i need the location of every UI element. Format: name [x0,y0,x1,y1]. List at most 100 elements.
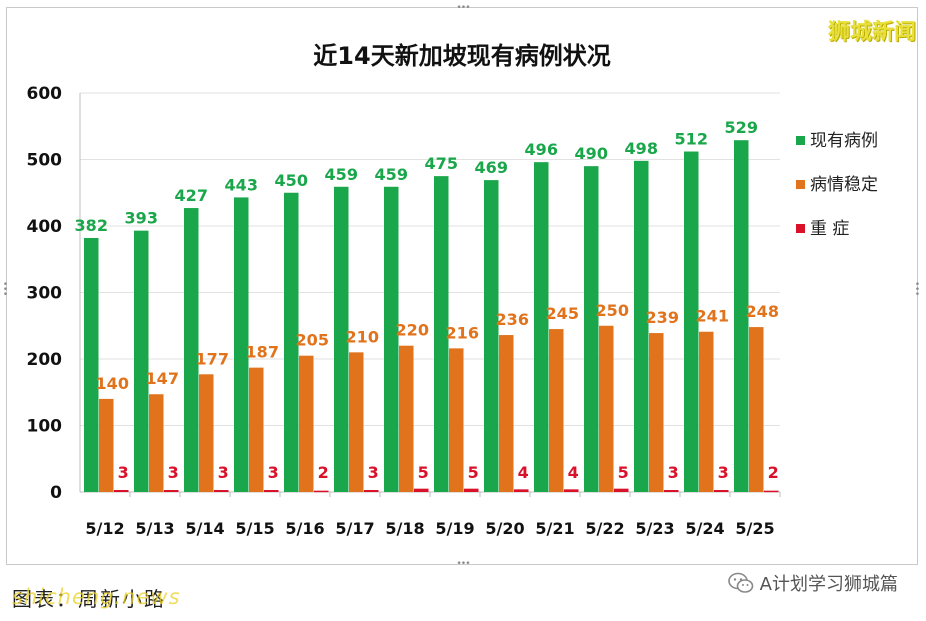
data-label: 3 [718,463,729,482]
bar [249,367,264,492]
data-label: 2 [768,463,779,482]
data-label: 498 [625,139,658,158]
bar [199,374,214,492]
x-tick-label: 5/13 [135,519,174,538]
bar [549,329,564,492]
x-tick-label: 5/19 [435,519,474,538]
data-label: 3 [218,463,229,482]
data-label: 239 [646,308,679,327]
data-label: 382 [75,216,108,235]
resize-handle-left[interactable]: • • • [2,280,8,300]
x-tick-label: 5/24 [685,519,724,538]
data-label: 490 [575,144,608,163]
bar [114,490,129,492]
data-label: 140 [96,374,129,393]
brand-logo-text: 狮城新闻 [827,19,916,45]
x-tick-label: 5/23 [635,519,674,538]
legend-swatch [796,136,805,145]
data-label: 469 [475,158,508,177]
resize-handle-right[interactable]: • • • [914,280,920,300]
bar [564,489,579,492]
resize-handle-top[interactable]: ••• [456,3,470,13]
bar [464,488,479,492]
x-tick-label: 5/20 [485,519,524,538]
data-label: 3 [268,463,279,482]
resize-handle-bottom[interactable]: ••• [456,559,470,569]
data-label: 3 [168,463,179,482]
bar [184,208,199,493]
bar [434,176,449,492]
axes: 0 100 200 300 400 500 600 5/12 5/13 5/14 5/15 5/16 5… [27,84,781,538]
data-label: 2 [318,463,329,482]
x-tick-label: 5/22 [585,519,624,538]
bar [764,490,779,493]
data-label: 529 [725,118,758,137]
bar [749,327,764,492]
legend-label: 现有病例 [810,131,878,151]
data-label: 512 [675,130,708,149]
bar [699,331,714,492]
data-label: 3 [368,463,379,482]
data-label: 220 [396,321,429,340]
bar [314,490,329,493]
bar [414,488,429,492]
watermark: shicheng.news [12,585,181,609]
data-label: 5 [418,463,429,482]
bar [264,490,279,492]
data-label: 459 [325,165,358,184]
x-tick-label: 5/17 [335,519,374,538]
data-label: 3 [668,463,679,482]
bar [299,355,314,492]
data-label: 248 [746,302,779,321]
bar [534,162,549,492]
bars [84,140,779,493]
bar [364,490,379,492]
data-label: 147 [146,369,179,388]
bar [514,489,529,492]
x-tick-label: 5/14 [185,519,224,538]
bar [99,398,114,492]
y-tick-label: 200 [27,350,63,370]
legend-label: 病情稳定 [810,175,878,195]
x-tick-label: 5/25 [735,519,774,538]
y-tick-label: 300 [27,284,63,304]
chart-title: 近14天新加坡现有病例状况 [313,42,610,70]
data-label: 250 [596,301,629,320]
legend-swatch [796,224,805,233]
y-tick-label: 500 [27,151,63,171]
x-tick-label: 5/12 [85,519,124,538]
data-label: 236 [496,310,529,329]
data-label: 187 [246,343,279,362]
wechat-account[interactable]: A计划学习狮城篇 [727,570,898,596]
bar [484,180,499,493]
y-tick-label: 400 [27,217,63,237]
bar [599,325,614,492]
bar [84,237,99,492]
bar [684,151,699,492]
wechat-icon [727,572,753,593]
y-tick-label: 100 [27,417,63,437]
bar [214,490,229,492]
y-tick-label: 0 [50,483,62,503]
bar [334,186,349,492]
bar [284,192,299,492]
x-tick-label: 5/15 [235,519,274,538]
bar [234,197,249,492]
data-label: 459 [375,165,408,184]
bar [664,490,679,492]
bar [164,490,179,492]
bar [134,230,149,492]
bar [349,352,364,492]
data-label: 241 [696,307,729,326]
wechat-account-name: A计划学习狮城篇 [759,574,898,595]
data-label: 4 [518,463,529,482]
bar [614,488,629,492]
data-label: 393 [125,209,158,228]
x-tick-label: 5/16 [285,519,324,538]
x-tick-label: 5/21 [535,519,574,538]
data-label: 5 [468,463,479,482]
bar [449,348,464,492]
legend-label: 重 症 [810,219,849,239]
